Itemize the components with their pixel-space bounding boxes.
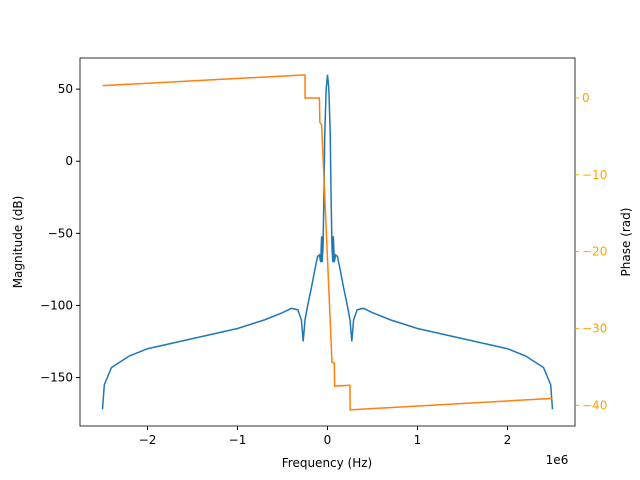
x-tick-label: 2 (504, 433, 512, 447)
y2-tick-label: −30 (582, 321, 607, 335)
y-tick-label: −100 (40, 298, 73, 312)
y-tick-label: −150 (40, 371, 73, 385)
y-tick-label: −50 (48, 226, 73, 240)
y2-tick-label: −20 (582, 245, 607, 259)
y-tick-label: 0 (65, 154, 73, 168)
y-tick-label: 50 (58, 82, 73, 96)
x-tick-label: 1 (414, 433, 422, 447)
x-tick-label: 0 (324, 433, 332, 447)
y2-axis-label: Phase (rad) (619, 208, 633, 277)
y2-tick-label: −10 (582, 168, 607, 182)
y2-tick-label: −40 (582, 398, 607, 412)
x-tick-label: −2 (139, 433, 157, 447)
series-line (101, 74, 554, 410)
series-line (102, 74, 553, 411)
y2-tick-label: 0 (582, 91, 590, 105)
y-axis-label: Magnitude (dB) (11, 196, 25, 289)
x-tick-label: −1 (229, 433, 247, 447)
x-axis-label: Frequency (Hz) (282, 456, 373, 470)
x-offset-label: 1e6 (546, 453, 569, 467)
